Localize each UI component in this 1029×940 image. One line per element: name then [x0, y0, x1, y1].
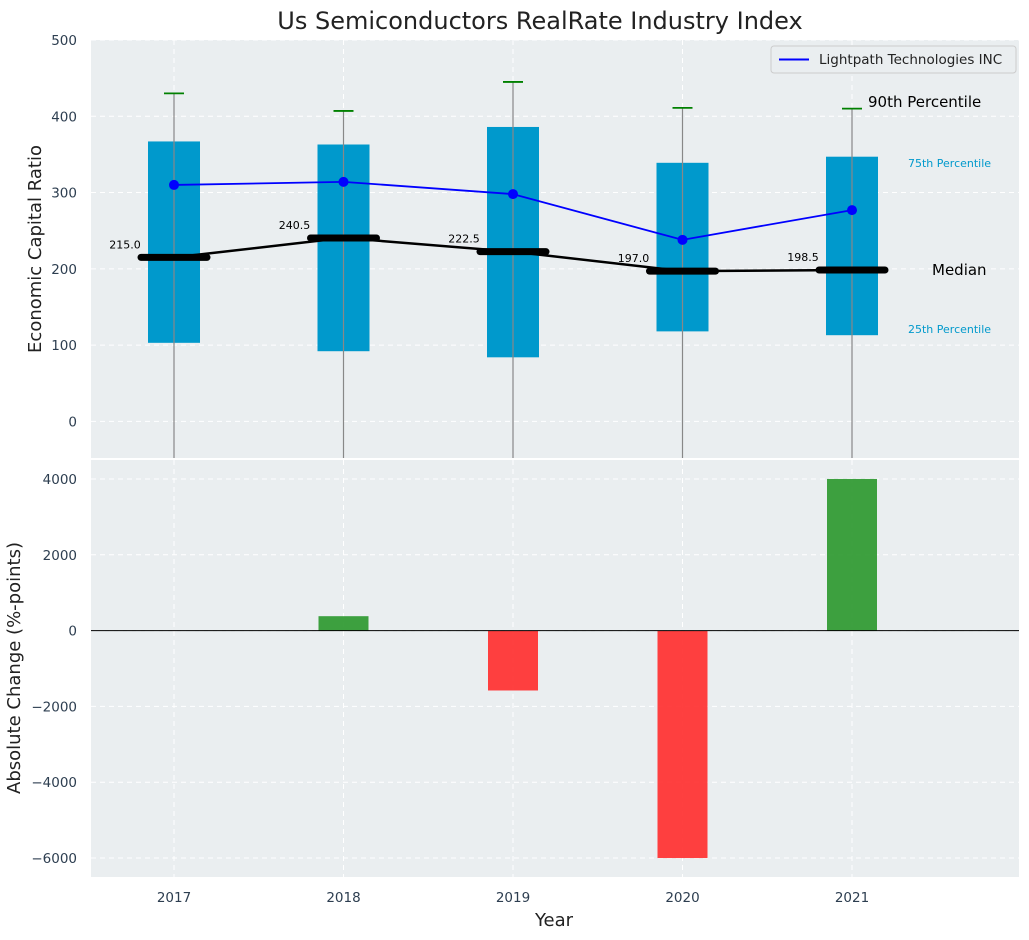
annotations: 90th Percentile 75th Percentile Median 2…	[868, 93, 991, 336]
legend-box	[770, 45, 1017, 74]
top-y-tick-label: 400	[51, 109, 77, 125]
bottom-y-tick-label: −6000	[31, 851, 77, 867]
bottom-y-tick-label: −2000	[31, 699, 77, 715]
x-tick-label-2017: 2017	[157, 890, 191, 906]
bottom-y-tick-label: −4000	[31, 775, 77, 791]
x-tick-label-2019: 2019	[496, 890, 530, 906]
median-value-label-2020: 197.0	[618, 252, 650, 265]
annotation-p90: 90th Percentile	[868, 93, 981, 111]
bottom-panel: −6000 −4000 −2000 0 2000 4000 2017 2018 2019 202…	[4, 460, 1019, 931]
median-labels: 215.0 240.5 222.5 197.0 198.5	[109, 219, 819, 265]
change-bar-2018	[318, 616, 369, 631]
top-y-tick-label: 100	[51, 338, 77, 354]
x-tick-label-2021: 2021	[835, 890, 869, 906]
top-y-tick-label: 500	[51, 33, 77, 49]
change-bar-2021	[827, 478, 877, 631]
x-tick-label-2018: 2018	[326, 890, 360, 906]
legend: Lightpath Technologies INC	[770, 45, 1017, 74]
change-bar-2020	[657, 630, 708, 859]
bottom-y-tick-label: 2000	[43, 548, 77, 564]
x-axis-label: Year	[534, 910, 574, 931]
annotation-p75: 75th Percentile	[908, 157, 991, 170]
median-value-label-2018: 240.5	[279, 219, 311, 232]
bottom-y-tick-label: 0	[68, 624, 77, 640]
bottom-plot-background	[91, 460, 1019, 877]
median-value-label-2017: 215.0	[109, 238, 141, 251]
company-point-2021	[847, 205, 857, 216]
change-bar-2019	[488, 630, 538, 691]
median-line-group	[137, 234, 889, 275]
median-value-label-2019: 222.5	[448, 233, 480, 246]
chart-title: Us Semiconductors RealRate Industry Inde…	[277, 7, 802, 35]
bottom-y-ticks: −6000 −4000 −2000 0 2000 4000	[31, 472, 77, 867]
annotation-p25: 25th Percentile	[908, 323, 991, 336]
median-value-label-2021: 198.5	[787, 251, 819, 264]
top-y-tick-label: 300	[51, 186, 77, 202]
box-plots	[148, 81, 878, 458]
x-ticks: 2017 2018 2019 2020 2021	[157, 890, 869, 906]
company-point-2019	[508, 189, 518, 200]
company-point-2017	[169, 179, 179, 190]
change-bars	[318, 478, 877, 859]
bottom-y-axis-label: Absolute Change (%-points)	[4, 542, 25, 794]
annotation-median: Median	[932, 261, 987, 279]
top-y-ticks: 0 100 200 300 400 500	[51, 33, 77, 430]
company-point-2020	[677, 234, 688, 245]
company-line-group	[169, 176, 857, 245]
top-y-axis-label: Economic Capital Ratio	[25, 145, 46, 353]
bottom-y-tick-label: 4000	[43, 472, 77, 488]
top-panel: 0 100 200 300 400 500 215.0 240.5 222.5 197.0 198…	[25, 33, 1019, 458]
top-y-tick-label: 0	[68, 414, 77, 430]
legend-label: Lightpath Technologies INC	[819, 52, 1002, 68]
top-y-tick-label: 200	[51, 262, 77, 278]
company-point-2018	[338, 176, 349, 187]
x-tick-label-2020: 2020	[665, 890, 699, 906]
